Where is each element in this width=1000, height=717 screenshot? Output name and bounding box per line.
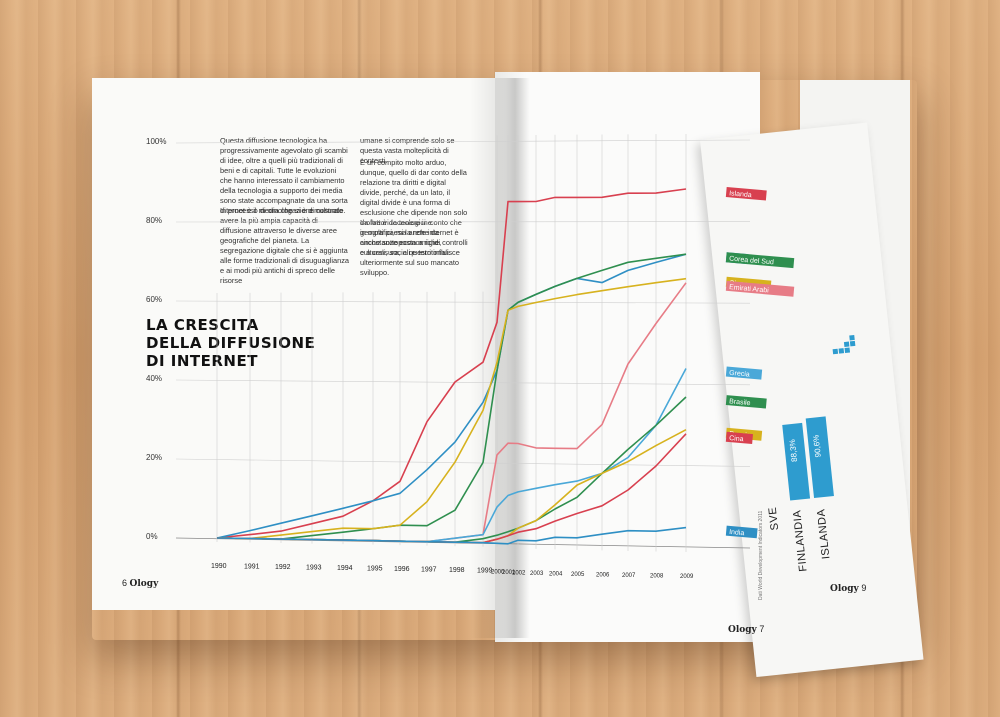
series-tag-bg xyxy=(725,252,795,269)
series-line-brasile xyxy=(216,396,687,544)
x-tick-2008: 2008 xyxy=(650,573,664,579)
series-tag-bg xyxy=(725,431,753,445)
y-tick-0: 0% xyxy=(146,532,158,541)
x-tick-1992: 1992 xyxy=(275,564,291,571)
x-tick-2005: 2005 xyxy=(571,572,585,578)
x-tick-2006: 2006 xyxy=(596,572,610,578)
series-tag-text: Cina xyxy=(729,435,744,443)
series-tag-text: India xyxy=(729,529,745,537)
series-tag-emirati-arabi: Emirati Arabi xyxy=(725,280,795,297)
series-line-usa xyxy=(216,253,687,539)
series-tag-bg xyxy=(725,395,767,409)
x-tick-2007: 2007 xyxy=(622,573,636,579)
x-tick-1996: 1996 xyxy=(394,566,410,573)
series-line-islanda xyxy=(216,188,687,539)
series-tag-bg xyxy=(725,186,767,201)
left-page xyxy=(92,78,512,610)
x-tick-2001: 2001 xyxy=(502,570,516,576)
x-tick-1995: 1995 xyxy=(367,566,383,573)
series-line-india xyxy=(216,526,687,545)
x-tick-2000: 2000 xyxy=(491,569,505,575)
chart-title: LA CRESCITA DELLA DIFFUSIONE DI INTERNET xyxy=(146,316,316,370)
series-tag-text: Emirati Arabi xyxy=(729,284,770,294)
x-tick-1993: 1993 xyxy=(306,565,322,572)
folio-page-9: Ology 9 xyxy=(830,583,867,594)
x-tick-2004: 2004 xyxy=(549,571,563,577)
x-tick-1991: 1991 xyxy=(244,564,260,571)
paragraph-1: Questa diffusione tecnologica ha progres… xyxy=(220,136,348,215)
series-tag-islanda: Islanda xyxy=(725,186,767,201)
x-tick-1999: 1999 xyxy=(477,568,493,575)
x-tick-2009: 2009 xyxy=(680,574,694,580)
series-tag-bg xyxy=(725,280,795,297)
series-tag-bg xyxy=(725,366,763,380)
paragraph-3: umane si comprende solo se questa vasta … xyxy=(360,136,455,165)
paragraph-4: È un compito molto arduo, dunque, quello… xyxy=(360,158,468,257)
y-tick-20: 20% xyxy=(146,453,163,462)
x-tick-1990: 1990 xyxy=(211,563,227,570)
paragraph-2: Internet è il media che si è dimostrato … xyxy=(220,206,350,285)
folio-page-7: Ology 7 xyxy=(728,624,765,635)
y-tick-80: 80% xyxy=(146,216,163,225)
series-tag-corea-del-sud: Corea del Sud xyxy=(725,252,795,269)
gridline-60 xyxy=(175,300,751,304)
series-tag-text: Islanda xyxy=(729,190,752,199)
series-tag-india: India xyxy=(725,525,758,539)
y-tick-100: 100% xyxy=(146,137,167,146)
x-tick-2002: 2002 xyxy=(512,570,526,576)
gridline-20 xyxy=(175,458,751,467)
series-tag-text: Corea del Sud xyxy=(729,256,774,267)
series-line-emirati-arabi xyxy=(216,282,687,543)
series-tag-text: Brasile xyxy=(729,398,751,407)
x-tick-1997: 1997 xyxy=(421,567,437,574)
gridline-40 xyxy=(175,379,751,386)
folio-page-6: 6 Ology xyxy=(122,578,159,589)
series-line-giappone xyxy=(216,277,687,540)
y-tick-60: 60% xyxy=(146,295,163,304)
x-tick-1994: 1994 xyxy=(337,565,353,572)
y-tick-40: 40% xyxy=(146,374,163,383)
series-tag-brasile: Brasile xyxy=(725,395,767,409)
series-line-corea-del-sud xyxy=(216,253,687,540)
x-tick-1998: 1998 xyxy=(449,567,465,574)
series-tag-text: Grecia xyxy=(729,370,750,379)
x-tick-2003: 2003 xyxy=(530,571,544,577)
paragraph-5: Inoltre è da tenere in conto che in molt… xyxy=(360,218,468,277)
series-tag-cina: Cina xyxy=(725,431,753,445)
data-credit: Dati World Development Indicators 2011 xyxy=(758,510,764,600)
series-tag-bg xyxy=(725,525,758,539)
gridline-100 xyxy=(175,139,751,144)
series-line-cina xyxy=(216,433,687,544)
series-tag-grecia: Grecia xyxy=(725,366,763,380)
